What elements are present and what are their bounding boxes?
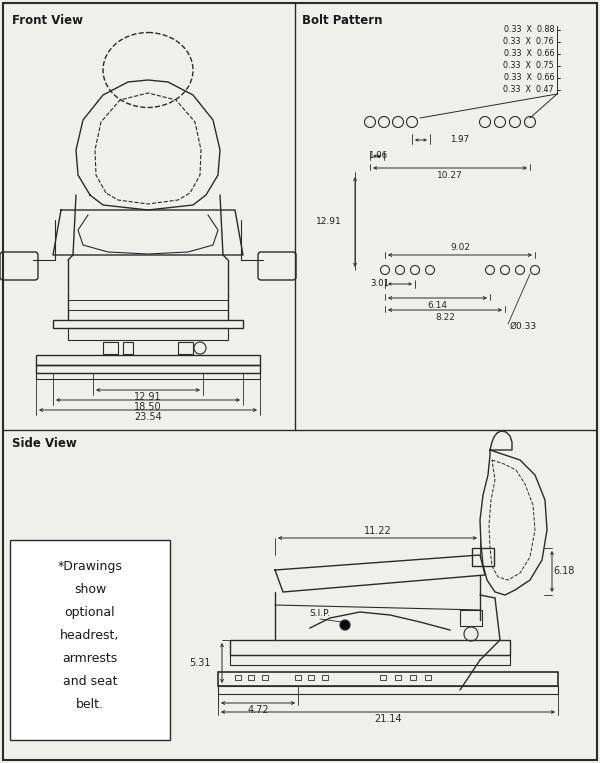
Text: 10.27: 10.27 [437,170,463,179]
Bar [248,675,254,680]
Bar [262,675,268,680]
Text: 6.14: 6.14 [427,301,448,310]
Text: *Drawings: *Drawings [58,560,122,573]
Text: 4.72: 4.72 [247,705,269,715]
Text: armrests: armrests [62,652,118,665]
Bar [53,320,243,328]
Text: Side View: Side View [12,437,77,450]
Bar [36,373,260,379]
Bar [103,342,118,354]
Text: Front View: Front View [12,14,83,27]
Text: show: show [74,583,106,596]
Text: Bolt Pattern: Bolt Pattern [302,14,383,27]
Bar [178,342,193,354]
Bar [36,355,260,365]
Text: 21.14: 21.14 [374,714,402,724]
Text: 12.91: 12.91 [134,392,162,402]
Text: Ø0.33: Ø0.33 [510,321,537,330]
Text: 12.91: 12.91 [316,217,342,227]
Bar [395,675,401,680]
Bar [123,342,133,354]
Bar [460,610,482,626]
Text: 18.50: 18.50 [134,402,162,412]
Bar [36,365,260,373]
Bar [218,686,558,694]
Text: 0.33  X  0.75: 0.33 X 0.75 [503,62,554,70]
Bar [218,672,558,686]
Bar [295,675,301,680]
Bar [380,675,386,680]
Text: 11.22: 11.22 [364,526,391,536]
Bar [410,675,416,680]
Bar [68,328,228,340]
Bar [230,655,510,665]
Text: S.I.P.: S.I.P. [310,609,331,617]
Circle shape [340,620,350,630]
Text: 0.33  X  0.66: 0.33 X 0.66 [503,73,554,82]
Bar [308,675,314,680]
Text: optional: optional [65,606,115,619]
Bar [10,540,170,740]
Text: 0.33  X  0.66: 0.33 X 0.66 [503,50,554,59]
Bar [322,675,328,680]
Bar [425,675,431,680]
Text: 0.33  X  0.47: 0.33 X 0.47 [503,85,554,95]
Text: 5.31: 5.31 [189,658,211,668]
Text: 6.18: 6.18 [553,566,575,577]
Text: 8.22: 8.22 [435,313,455,321]
Text: 1.97: 1.97 [450,136,469,144]
Text: 9.02: 9.02 [450,243,470,253]
Text: 23.54: 23.54 [134,412,162,422]
Bar [230,640,510,655]
Bar [472,548,494,566]
Text: 0.33  X  0.76: 0.33 X 0.76 [503,37,554,47]
Text: headrest,: headrest, [61,629,119,642]
Bar [235,675,241,680]
Text: and seat: and seat [63,675,117,688]
Text: 1.06: 1.06 [368,152,387,160]
Text: belt.: belt. [76,698,104,711]
Text: 3.01: 3.01 [370,279,389,288]
Text: 0.33  X  0.88: 0.33 X 0.88 [503,25,554,34]
